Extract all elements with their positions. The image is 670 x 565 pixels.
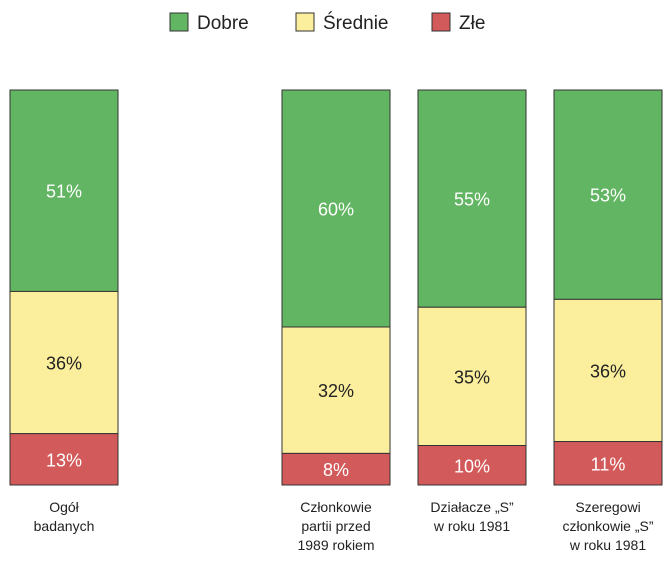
value-label: 55%	[454, 190, 490, 210]
bar-segment	[281, 452, 391, 486]
value-label: 51%	[46, 182, 82, 202]
bar-segment	[281, 89, 391, 328]
value-label: 36%	[46, 354, 82, 374]
x-tick-label: Ogół badanych	[33, 499, 95, 534]
bar-segment	[417, 89, 527, 308]
legend-label: Dobre	[197, 13, 249, 34]
legend-label: Średnie	[323, 12, 389, 34]
bar-segment	[9, 89, 119, 292]
value-label: 13%	[46, 450, 82, 470]
x-tick-label: Działacze „S” w roku 1981	[430, 499, 514, 534]
value-label: 8%	[323, 460, 349, 480]
value-label: 60%	[318, 200, 354, 220]
bar-segment	[553, 441, 663, 486]
legend-swatch	[431, 12, 451, 32]
value-label: 36%	[590, 361, 626, 381]
bar-segment	[553, 89, 663, 300]
bar-segment	[9, 433, 119, 486]
legend-label: Złe	[459, 13, 485, 34]
value-label: 32%	[318, 381, 354, 401]
bar-segment	[553, 298, 663, 443]
bar-segment	[417, 306, 527, 446]
value-label: 53%	[590, 186, 626, 206]
x-tick-label: Członkowie partii przed 1989 rokiem	[297, 499, 375, 553]
x-tick-label: Szeregowi członkowie „S” w roku 1981	[562, 499, 654, 553]
value-label: 35%	[454, 367, 490, 387]
bar-segment	[281, 326, 391, 454]
bar-segment	[417, 445, 527, 486]
legend-swatch	[169, 12, 189, 32]
bar-segment	[9, 290, 119, 435]
legend-swatch	[295, 12, 315, 32]
value-label: 10%	[454, 456, 490, 476]
value-label: 11%	[591, 454, 626, 474]
